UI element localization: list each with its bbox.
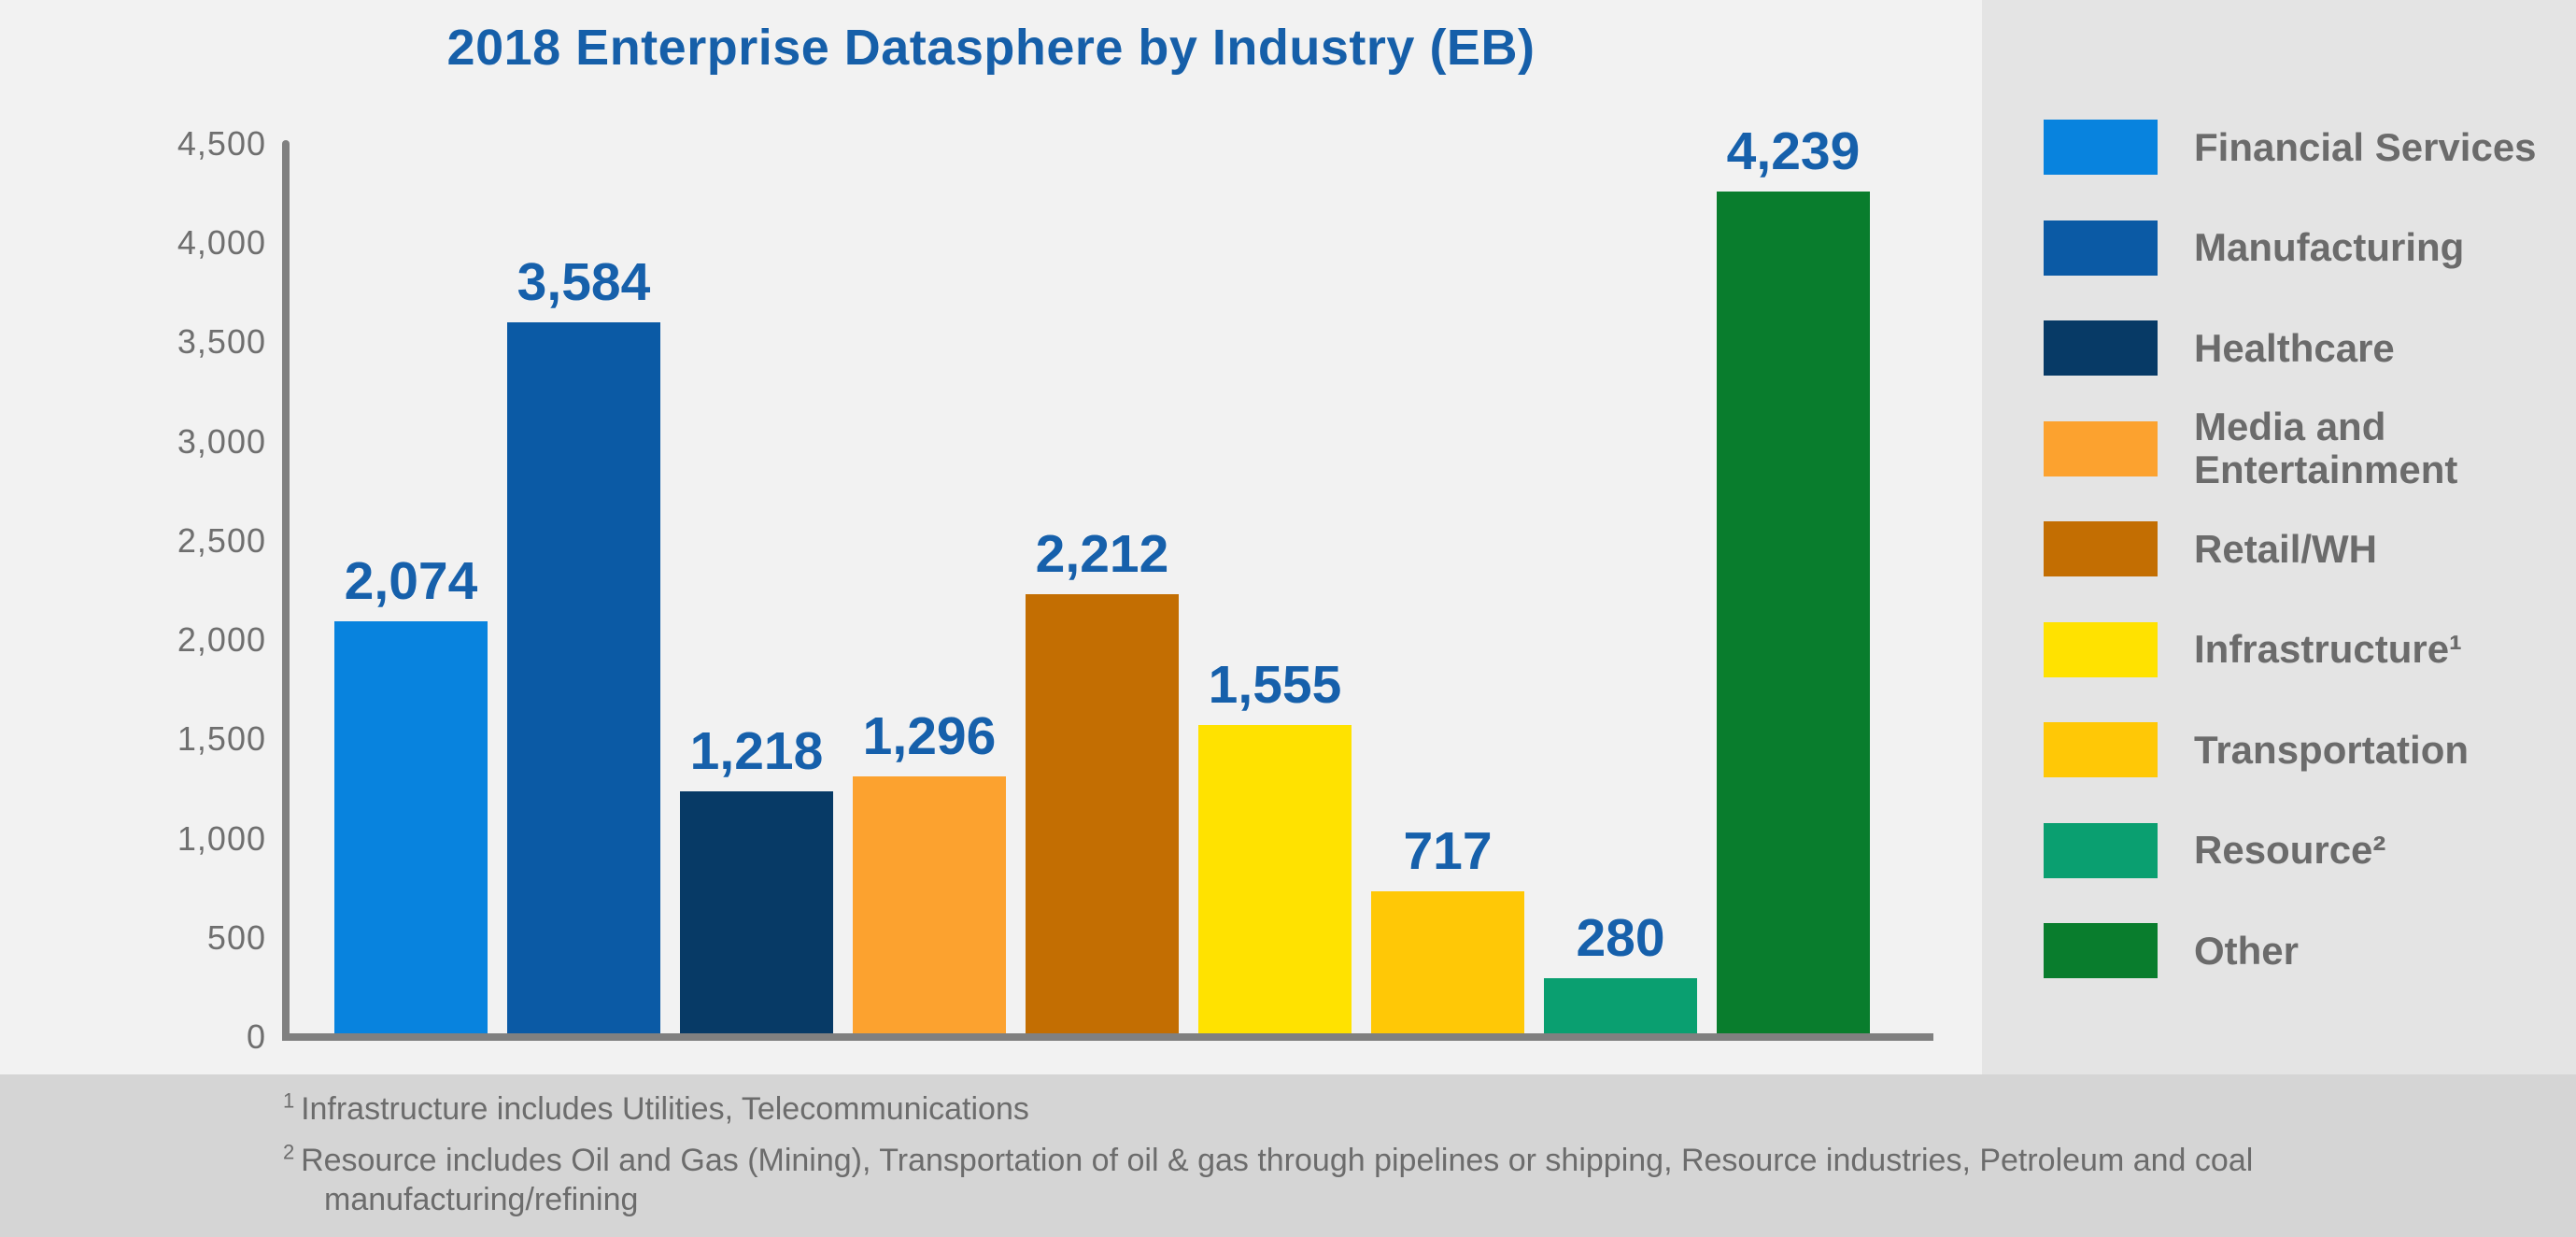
y-axis-line — [282, 140, 290, 1041]
footnote-marker: 2 — [283, 1140, 295, 1164]
legend-item-retail-wh: Retail/WH — [2044, 499, 2567, 600]
y-tick-label: 3,000 — [177, 421, 266, 461]
legend-label: Other — [2194, 928, 2300, 973]
legend-panel: Financial Services Manufacturing Healthcar… — [1982, 0, 2576, 1074]
footnote-text: Infrastructure includes Utilities, Telec… — [301, 1091, 1029, 1127]
y-tick-label: 500 — [206, 917, 266, 957]
bar-value-label: 3,584 — [517, 252, 651, 312]
legend-swatch — [2044, 923, 2158, 979]
bar-value-label: 2,074 — [344, 551, 478, 611]
footnote-text: Resource includes Oil and Gas (Mining), … — [301, 1143, 2254, 1178]
bar-retail-wh — [1026, 594, 1179, 1033]
footnote: 1 Infrastructure includes Utilities, Tel… — [283, 1089, 2543, 1129]
bar-other — [1717, 192, 1870, 1033]
bar-value-label: 1,296 — [862, 706, 997, 766]
y-tick-label: 4,500 — [177, 124, 266, 163]
bar-value-label: 280 — [1576, 908, 1665, 968]
y-tick-label: 2,500 — [177, 520, 266, 560]
legend-item-manufacturing: Manufacturing — [2044, 198, 2567, 299]
legend-label: Infrastructure¹ — [2194, 627, 2463, 672]
bar-transportation — [1371, 891, 1524, 1033]
footnote-text: manufacturing/refining — [324, 1182, 639, 1217]
footnotes: 1 Infrastructure includes Utilities, Tel… — [283, 1089, 2543, 1231]
bar-value-label: 1,555 — [1208, 655, 1342, 715]
legend-label: Resource² — [2194, 828, 2386, 873]
legend-item-other: Other — [2044, 901, 2567, 1002]
legend-label: Media and Entertainment — [2194, 405, 2458, 492]
legend-label: Retail/WH — [2194, 526, 2378, 571]
footnote: 2 Resource includes Oil and Gas (Mining)… — [283, 1141, 2543, 1219]
bar-value-label: 1,218 — [689, 721, 824, 781]
footer-strip: 1 Infrastructure includes Utilities, Tel… — [0, 1074, 2576, 1237]
legend-swatch — [2044, 120, 2158, 176]
legend-label: Manufacturing — [2194, 225, 2465, 270]
y-tick-label: 1,500 — [177, 719, 266, 759]
legend: Financial Services Manufacturing Healthcar… — [2044, 97, 2567, 1002]
legend-swatch — [2044, 521, 2158, 577]
bar-value-label: 717 — [1403, 821, 1493, 881]
legend-swatch — [2044, 822, 2158, 878]
y-tick-label: 4,000 — [177, 223, 266, 263]
legend-item-healthcare: Healthcare — [2044, 298, 2567, 399]
legend-swatch — [2044, 420, 2158, 476]
legend-label: Transportation — [2194, 727, 2470, 772]
y-tick-label: 2,000 — [177, 620, 266, 660]
y-tick-label: 0 — [246, 1017, 266, 1056]
legend-swatch — [2044, 722, 2158, 778]
legend-item-media-and-entertainment: Media and Entertainment — [2044, 399, 2567, 500]
bar-value-label: 2,212 — [1035, 524, 1169, 584]
y-tick-label: 3,500 — [177, 322, 266, 362]
bar-media-and-entertainment — [853, 776, 1006, 1033]
bar-manufacturing — [507, 322, 660, 1033]
legend-item-infrastructure: Infrastructure¹ — [2044, 600, 2567, 701]
bar-value-label: 4,239 — [1726, 121, 1861, 181]
legend-label: Healthcare — [2194, 325, 2395, 370]
y-tick-label: 1,000 — [177, 818, 266, 858]
legend-item-transportation: Transportation — [2044, 700, 2567, 801]
footnote-marker: 1 — [283, 1088, 295, 1113]
bar-financial-services — [334, 621, 488, 1033]
bar-healthcare — [680, 791, 833, 1033]
legend-swatch — [2044, 320, 2158, 377]
bar-infrastructure1 — [1198, 725, 1352, 1033]
legend-label: Financial Services — [2194, 124, 2537, 169]
x-axis-line — [282, 1033, 1933, 1041]
chart-area: 2018 Enterprise Datasphere by Industry (… — [177, 20, 1933, 1056]
chart-title: 2018 Enterprise Datasphere by Industry (… — [446, 20, 1536, 76]
legend-item-resource: Resource² — [2044, 801, 2567, 902]
legend-swatch — [2044, 621, 2158, 677]
legend-swatch — [2044, 220, 2158, 276]
legend-item-financial-services: Financial Services — [2044, 97, 2567, 198]
bar-resource2 — [1544, 978, 1697, 1033]
